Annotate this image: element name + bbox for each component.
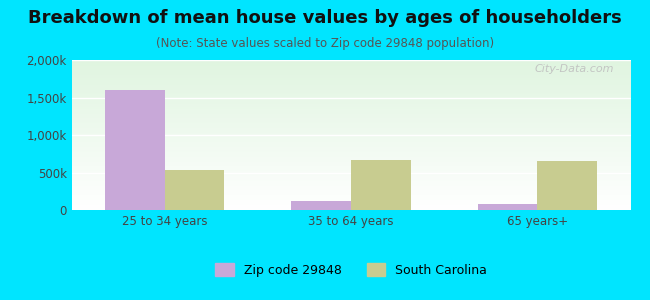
Bar [105,90,164,210]
Text: Breakdown of mean house values by ages of householders: Breakdown of mean house values by ages o… [28,9,622,27]
Bar [291,201,351,210]
Bar [478,204,538,210]
Bar [164,170,224,210]
Bar [538,161,597,210]
Text: (Note: State values scaled to Zip code 29848 population): (Note: State values scaled to Zip code 2… [156,38,494,50]
Bar [351,160,411,210]
Text: City-Data.com: City-Data.com [534,64,614,74]
Legend: Zip code 29848, South Carolina: Zip code 29848, South Carolina [210,258,492,282]
